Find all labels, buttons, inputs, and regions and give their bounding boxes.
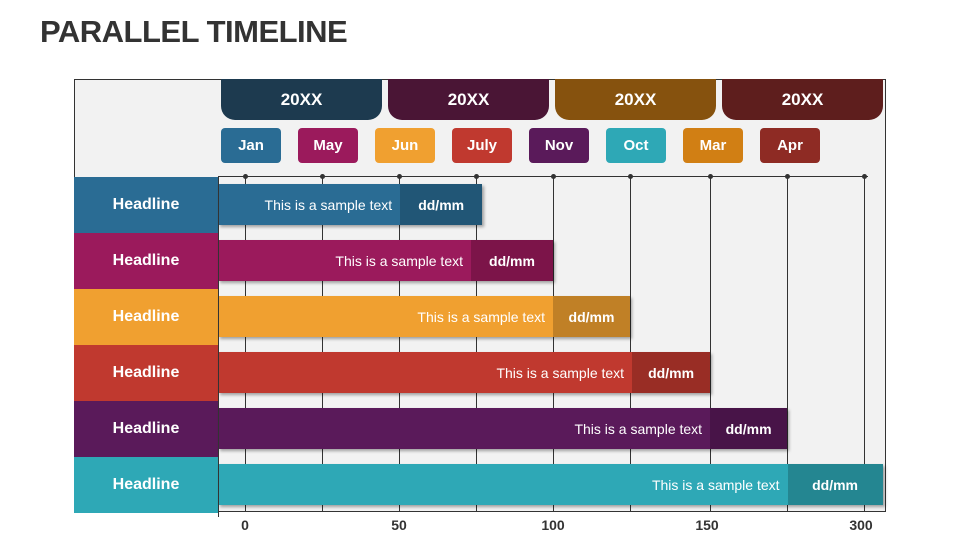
- grid-dot: [708, 174, 713, 179]
- bar-text: This is a sample text: [417, 308, 545, 325]
- grid-line: [710, 176, 711, 512]
- bar-text: This is a sample text: [651, 476, 780, 493]
- timeline-bar: This is a sample text dd/mm: [218, 352, 711, 393]
- row-headline: Headline: [74, 177, 218, 233]
- grid-dot: [320, 174, 325, 179]
- bar-date: dd/mm: [632, 352, 711, 393]
- grid-line: [399, 176, 400, 512]
- row-headline: Headline: [74, 289, 218, 345]
- month-label-apr: Apr: [760, 128, 820, 163]
- bar-text: This is a sample text: [496, 364, 625, 381]
- grid-dot: [397, 174, 402, 179]
- bar-text: This is a sample text: [574, 420, 703, 437]
- timeline-bar: This is a sample text dd/mm: [218, 464, 883, 505]
- grid-dot: [551, 174, 556, 179]
- grid-dot: [862, 174, 867, 179]
- axis-tick-label: 100: [541, 517, 565, 533]
- timeline-bar: This is a sample text dd/mm: [218, 296, 630, 337]
- grid-line: [476, 176, 477, 512]
- month-label-nov: Nov: [529, 128, 589, 163]
- bar-text: This is a sample text: [264, 196, 393, 213]
- bar-date: dd/mm: [471, 240, 553, 281]
- axis-tick-label: 300: [849, 517, 873, 533]
- month-label-jan: Jan: [221, 128, 281, 163]
- row-headline: Headline: [74, 233, 218, 289]
- bar-date: dd/mm: [710, 408, 788, 449]
- month-label-may: May: [298, 128, 358, 163]
- timeline-bar: This is a sample text dd/mm: [218, 240, 553, 281]
- month-label-jun: Jun: [375, 128, 435, 163]
- row-headline: Headline: [74, 345, 218, 401]
- bar-date: dd/mm: [400, 184, 483, 225]
- axis-tick-label: 0: [241, 517, 249, 533]
- axis-tick-label: 150: [695, 517, 719, 533]
- grid-dot: [628, 174, 633, 179]
- timeline-bar: This is a sample text dd/mm: [218, 184, 483, 225]
- bar-text: This is a sample text: [335, 252, 463, 269]
- timeline-bar: This is a sample text dd/mm: [218, 408, 788, 449]
- year-header: 20XX: [388, 79, 549, 120]
- grid-line: [553, 176, 554, 512]
- grid-dot: [474, 174, 479, 179]
- grid-line: [864, 176, 865, 512]
- grid-line: [322, 176, 323, 512]
- year-header: 20XX: [722, 79, 883, 120]
- axis-tick-label: 50: [391, 517, 407, 533]
- year-header: 20XX: [555, 79, 716, 120]
- month-label-oct: Oct: [606, 128, 666, 163]
- year-header: 20XX: [221, 79, 382, 120]
- bar-date: dd/mm: [553, 296, 630, 337]
- grid-dot: [243, 174, 248, 179]
- grid-dot: [785, 174, 790, 179]
- month-label-july: July: [452, 128, 512, 163]
- grid-line: [787, 176, 788, 512]
- bar-date: dd/mm: [787, 464, 883, 505]
- row-headline: Headline: [74, 401, 218, 457]
- page-title: PARALLEL TIMELINE: [40, 14, 348, 49]
- row-headline: Headline: [74, 457, 218, 513]
- grid-top-line: [218, 176, 868, 177]
- axis-line: [218, 176, 219, 517]
- grid-line: [630, 176, 631, 512]
- grid-line: [245, 176, 246, 512]
- month-label-mar: Mar: [683, 128, 743, 163]
